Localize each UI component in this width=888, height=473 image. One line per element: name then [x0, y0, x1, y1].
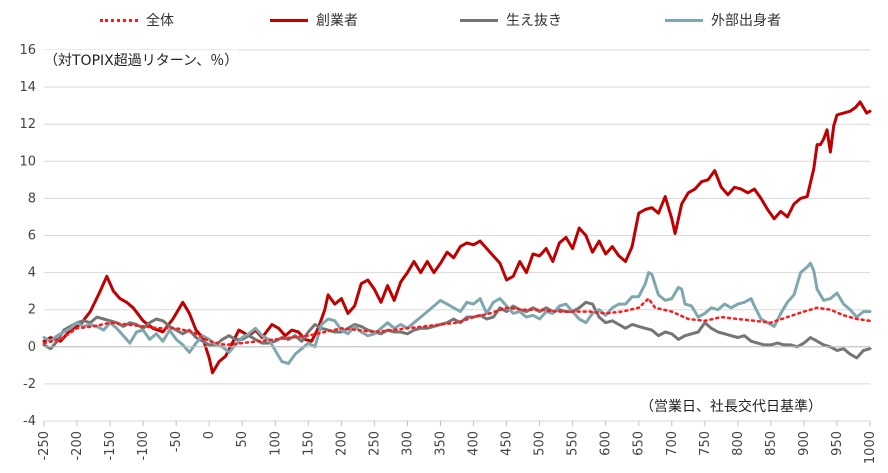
- legend-swatch-gaibu: [665, 18, 703, 22]
- x-tick-label-50: 50: [235, 431, 250, 448]
- x-tick-label--250: -250: [37, 431, 52, 461]
- x-tick-label-150: 150: [301, 431, 316, 456]
- x-tick-label-850: 850: [764, 431, 779, 456]
- legend-label-sogyosha: 創業者: [316, 13, 358, 29]
- x-tick-label--50: -50: [169, 431, 184, 452]
- legend-label-gaibu: 外部出身者: [711, 13, 781, 29]
- y-tick-label-6: 6: [28, 229, 36, 244]
- y-tick-label-14: 14: [19, 80, 36, 95]
- x-tick-label-950: 950: [830, 431, 845, 456]
- x-tick-label-900: 900: [797, 431, 812, 456]
- legend-label-zentai: 全体: [146, 13, 174, 29]
- gridlines: [44, 49, 870, 422]
- y-tick-label--4: -4: [23, 414, 36, 429]
- x-tick-label-800: 800: [731, 431, 746, 456]
- x-unit-note: （営業日、社長交代日基準）: [640, 396, 822, 416]
- x-tick-label-1000: 1000: [863, 431, 878, 464]
- y-unit-note: （対TOPIX超過リターン、％）: [44, 50, 239, 70]
- series-lines: [42, 100, 872, 375]
- x-tick-label-550: 550: [566, 431, 581, 456]
- x-tick-label-300: 300: [400, 431, 415, 456]
- x-tick-label--150: -150: [103, 431, 118, 461]
- legend-item-zentai: 全体: [100, 8, 174, 32]
- x-tick-label-100: 100: [268, 431, 283, 456]
- x-tick-label-0: 0: [202, 431, 217, 439]
- legend-swatch-sogyosha: [270, 18, 308, 22]
- legend-swatch-haenuki: [460, 18, 498, 22]
- y-tick-label-10: 10: [19, 154, 36, 169]
- y-tick-label-8: 8: [28, 191, 36, 206]
- legend-item-sogyosha: 創業者: [270, 8, 358, 32]
- x-tick-label-650: 650: [632, 431, 647, 456]
- x-tick-label-400: 400: [467, 431, 482, 456]
- series-line-2: [42, 300, 872, 360]
- x-tick-label-700: 700: [665, 431, 680, 456]
- series-line-3: [42, 261, 872, 365]
- legend-label-haenuki: 生え抜き: [506, 13, 562, 29]
- x-tick-label-600: 600: [599, 431, 614, 456]
- y-tick-label-16: 16: [19, 43, 36, 58]
- x-tick-label-750: 750: [698, 431, 713, 456]
- axes: -4 -2 0 2 4 6 8 10 12 14 16 -250 -200 -150 -100 -50 0 50 1…: [19, 43, 878, 464]
- x-tick-label-350: 350: [433, 431, 448, 456]
- x-tick-label-250: 250: [367, 431, 382, 456]
- series-line-0: [42, 297, 872, 347]
- x-tick-label-500: 500: [533, 431, 548, 456]
- x-tick-label--200: -200: [70, 431, 85, 461]
- x-tick-label-450: 450: [500, 431, 515, 456]
- y-tick-label-4: 4: [28, 266, 36, 281]
- legend-item-haenuki: 生え抜き: [460, 8, 562, 32]
- y-tick-label-2: 2: [28, 303, 36, 318]
- legend-item-gaibu: 外部出身者: [665, 8, 781, 32]
- y-tick-label--2: -2: [23, 377, 36, 392]
- x-tick-label-200: 200: [334, 431, 349, 456]
- y-tick-label-0: 0: [28, 340, 36, 355]
- series-line-1: [42, 100, 872, 375]
- y-tick-label-12: 12: [19, 117, 36, 132]
- legend-swatch-zentai: [100, 18, 138, 22]
- x-tick-label--100: -100: [136, 431, 151, 461]
